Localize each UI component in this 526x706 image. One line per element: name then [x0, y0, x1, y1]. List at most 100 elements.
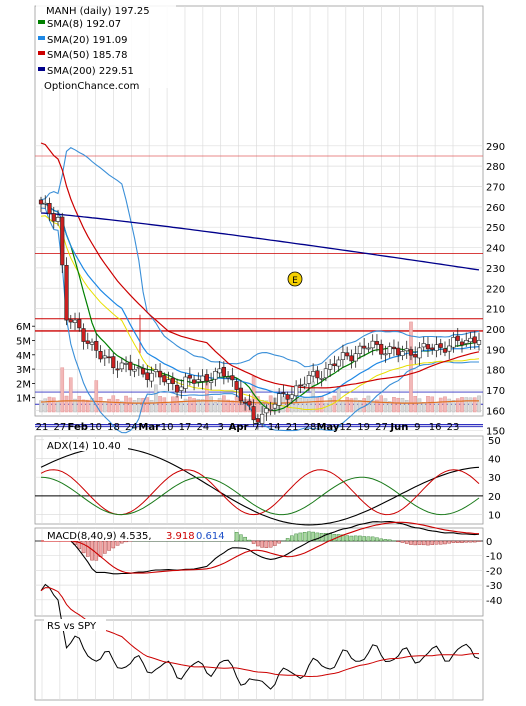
volume-bar: [434, 401, 439, 413]
y-tick-label: 200: [486, 325, 505, 336]
volume-bar: [362, 398, 366, 413]
candle-body: [247, 400, 252, 406]
candle-body: [319, 378, 324, 380]
volume-bar: [375, 399, 379, 413]
sma200-line: [40, 212, 480, 271]
volume-bar: [298, 398, 303, 413]
x-tick-label: Jun: [389, 422, 408, 433]
earnings-marker-icon: [287, 271, 303, 287]
candle-body: [315, 370, 320, 379]
y-tick-label: 290: [486, 142, 505, 153]
legend-swatch-sma50: [38, 51, 45, 55]
candle-body: [106, 356, 112, 359]
candle-body: [136, 366, 141, 369]
volume-bar: [196, 399, 201, 413]
candle-body: [119, 362, 124, 370]
candle-body: [400, 351, 405, 356]
macd-hist-value: 0.614: [196, 531, 225, 542]
volume-bar: [404, 399, 409, 413]
candle-body: [166, 379, 171, 384]
candle-body: [55, 217, 61, 222]
legend-sma200: SMA(200) 229.51: [47, 66, 134, 77]
volume-bar: [417, 398, 422, 413]
macd-histogram-bar: [379, 538, 383, 542]
candle-body: [149, 372, 154, 382]
volume-bar: [145, 397, 150, 413]
adx-tick-label: 10: [488, 511, 501, 522]
volume-bar: [400, 398, 405, 413]
x-tick-label: 3: [218, 422, 224, 433]
volume-bar: [192, 398, 196, 413]
macd-histogram-bar: [107, 540, 111, 551]
candle-body: [72, 319, 78, 323]
macd-histogram-bar: [311, 531, 315, 542]
candle-body: [230, 375, 235, 381]
candle-body: [413, 354, 418, 358]
volume-bar: [383, 398, 388, 413]
candle-body: [140, 368, 146, 375]
bollinger-bands: [40, 147, 480, 434]
macd-tick-label: 0: [486, 537, 492, 548]
macd-histogram-bar: [102, 540, 107, 554]
x-tick-label: 10: [161, 422, 174, 433]
candle-body: [438, 343, 443, 348]
candle-body: [128, 361, 133, 371]
candle-body: [260, 413, 265, 424]
legend-box: [36, 1, 176, 88]
candle-body: [170, 377, 175, 384]
candle-body: [98, 350, 103, 360]
candle-body: [234, 381, 239, 390]
volume-bar: [358, 400, 362, 413]
macd-histogram-bar: [264, 540, 269, 548]
macd-histogram-bar: [404, 540, 409, 544]
volume-bar: [188, 396, 192, 413]
watermark: OptionChance.com: [44, 81, 139, 92]
rs-title: RS vs SPY: [47, 621, 97, 632]
y-tick-label: 180: [486, 366, 505, 377]
macd-histogram-bar: [358, 535, 362, 542]
macd-histogram-bar: [324, 533, 328, 542]
candle-body: [434, 344, 439, 351]
candle-body: [111, 356, 116, 369]
candle-body: [349, 355, 354, 362]
macd-histogram-bar: [345, 535, 349, 542]
volume-bar: [115, 399, 120, 413]
macd-histogram-bar: [366, 536, 371, 542]
macd-tick-label: -10: [486, 552, 502, 563]
candle-body: [298, 384, 303, 387]
rs-average-line: [40, 587, 479, 678]
volume-bar: [353, 397, 358, 413]
adx-tick-label: 40: [488, 454, 501, 465]
x-tick-label: 16: [429, 422, 442, 433]
macd-histogram-bar: [472, 540, 477, 543]
y-tick-label: 250: [486, 223, 505, 234]
legend-swatch-sma200: [38, 67, 45, 71]
volume-bar: [230, 400, 235, 413]
candle-body: [396, 347, 401, 356]
volume-bar: [468, 397, 473, 413]
candle-body: [81, 328, 86, 342]
volume-bar: [183, 398, 188, 413]
candle-body: [379, 343, 384, 355]
candle-body: [157, 370, 163, 378]
candle-body: [459, 341, 465, 346]
volume-tick-label: 1M: [16, 394, 31, 405]
x-tick-label: Apr: [229, 422, 249, 433]
rs-title-bg: [44, 619, 106, 631]
candle-body: [191, 379, 197, 384]
support-resistance-lines: [35, 155, 483, 428]
macd-title-bg: [44, 529, 234, 541]
x-tick-label: 28: [304, 422, 317, 433]
candle-body: [204, 374, 209, 382]
volume-bar: [392, 397, 396, 413]
macd-histogram-bar: [111, 540, 116, 549]
x-tick-label: 27: [54, 422, 67, 433]
volume-bar: [345, 397, 349, 413]
x-tick-label: 21: [36, 422, 49, 433]
macd-histogram-bar: [362, 536, 366, 542]
volume-bar: [56, 401, 60, 413]
volume-bar: [234, 396, 239, 413]
x-tick-label: 23: [447, 422, 460, 433]
volume-bar: [430, 396, 435, 413]
candle-body: [345, 352, 350, 357]
